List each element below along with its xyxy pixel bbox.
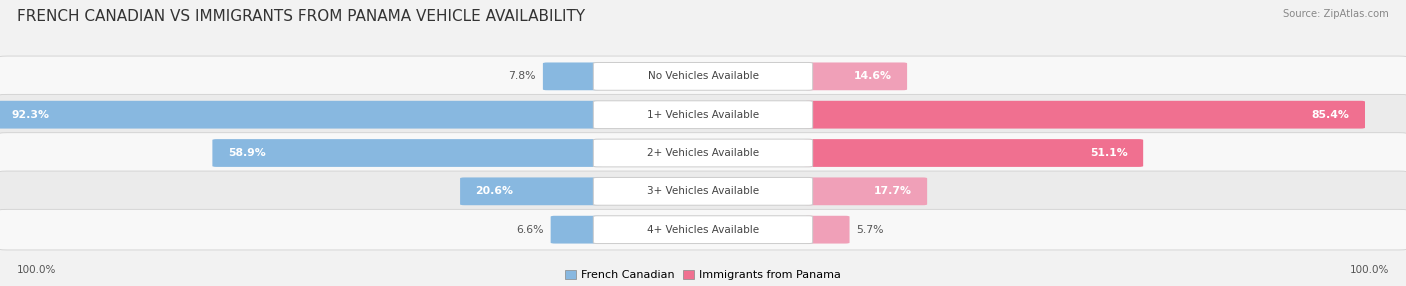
Text: 17.7%: 17.7% (873, 186, 911, 196)
FancyBboxPatch shape (0, 101, 602, 129)
Text: 92.3%: 92.3% (11, 110, 49, 120)
FancyBboxPatch shape (0, 209, 1406, 250)
FancyBboxPatch shape (593, 62, 813, 90)
FancyBboxPatch shape (0, 133, 1406, 173)
Text: 4+ Vehicles Available: 4+ Vehicles Available (647, 225, 759, 235)
FancyBboxPatch shape (0, 94, 1406, 135)
FancyBboxPatch shape (804, 139, 1143, 167)
Text: 5.7%: 5.7% (856, 225, 884, 235)
FancyBboxPatch shape (551, 216, 602, 244)
FancyBboxPatch shape (804, 101, 1365, 129)
FancyBboxPatch shape (460, 177, 602, 205)
FancyBboxPatch shape (593, 216, 813, 244)
Text: FRENCH CANADIAN VS IMMIGRANTS FROM PANAMA VEHICLE AVAILABILITY: FRENCH CANADIAN VS IMMIGRANTS FROM PANAM… (17, 9, 585, 23)
FancyBboxPatch shape (593, 101, 813, 129)
Text: 58.9%: 58.9% (228, 148, 266, 158)
FancyBboxPatch shape (593, 177, 813, 205)
Text: 14.6%: 14.6% (853, 72, 891, 81)
Text: 3+ Vehicles Available: 3+ Vehicles Available (647, 186, 759, 196)
FancyBboxPatch shape (0, 56, 1406, 97)
Text: 100.0%: 100.0% (1350, 265, 1389, 275)
Text: 100.0%: 100.0% (17, 265, 56, 275)
FancyBboxPatch shape (593, 139, 813, 167)
FancyBboxPatch shape (804, 177, 927, 205)
FancyBboxPatch shape (804, 62, 907, 90)
Legend: French Canadian, Immigrants from Panama: French Canadian, Immigrants from Panama (565, 270, 841, 281)
Text: 1+ Vehicles Available: 1+ Vehicles Available (647, 110, 759, 120)
Text: 2+ Vehicles Available: 2+ Vehicles Available (647, 148, 759, 158)
FancyBboxPatch shape (804, 216, 849, 244)
Text: No Vehicles Available: No Vehicles Available (648, 72, 758, 81)
Text: 7.8%: 7.8% (509, 72, 536, 81)
Text: 6.6%: 6.6% (516, 225, 544, 235)
FancyBboxPatch shape (212, 139, 602, 167)
FancyBboxPatch shape (543, 62, 602, 90)
FancyBboxPatch shape (0, 171, 1406, 212)
Text: 20.6%: 20.6% (475, 186, 513, 196)
Text: 51.1%: 51.1% (1090, 148, 1128, 158)
Text: Source: ZipAtlas.com: Source: ZipAtlas.com (1284, 9, 1389, 19)
Text: 85.4%: 85.4% (1312, 110, 1350, 120)
